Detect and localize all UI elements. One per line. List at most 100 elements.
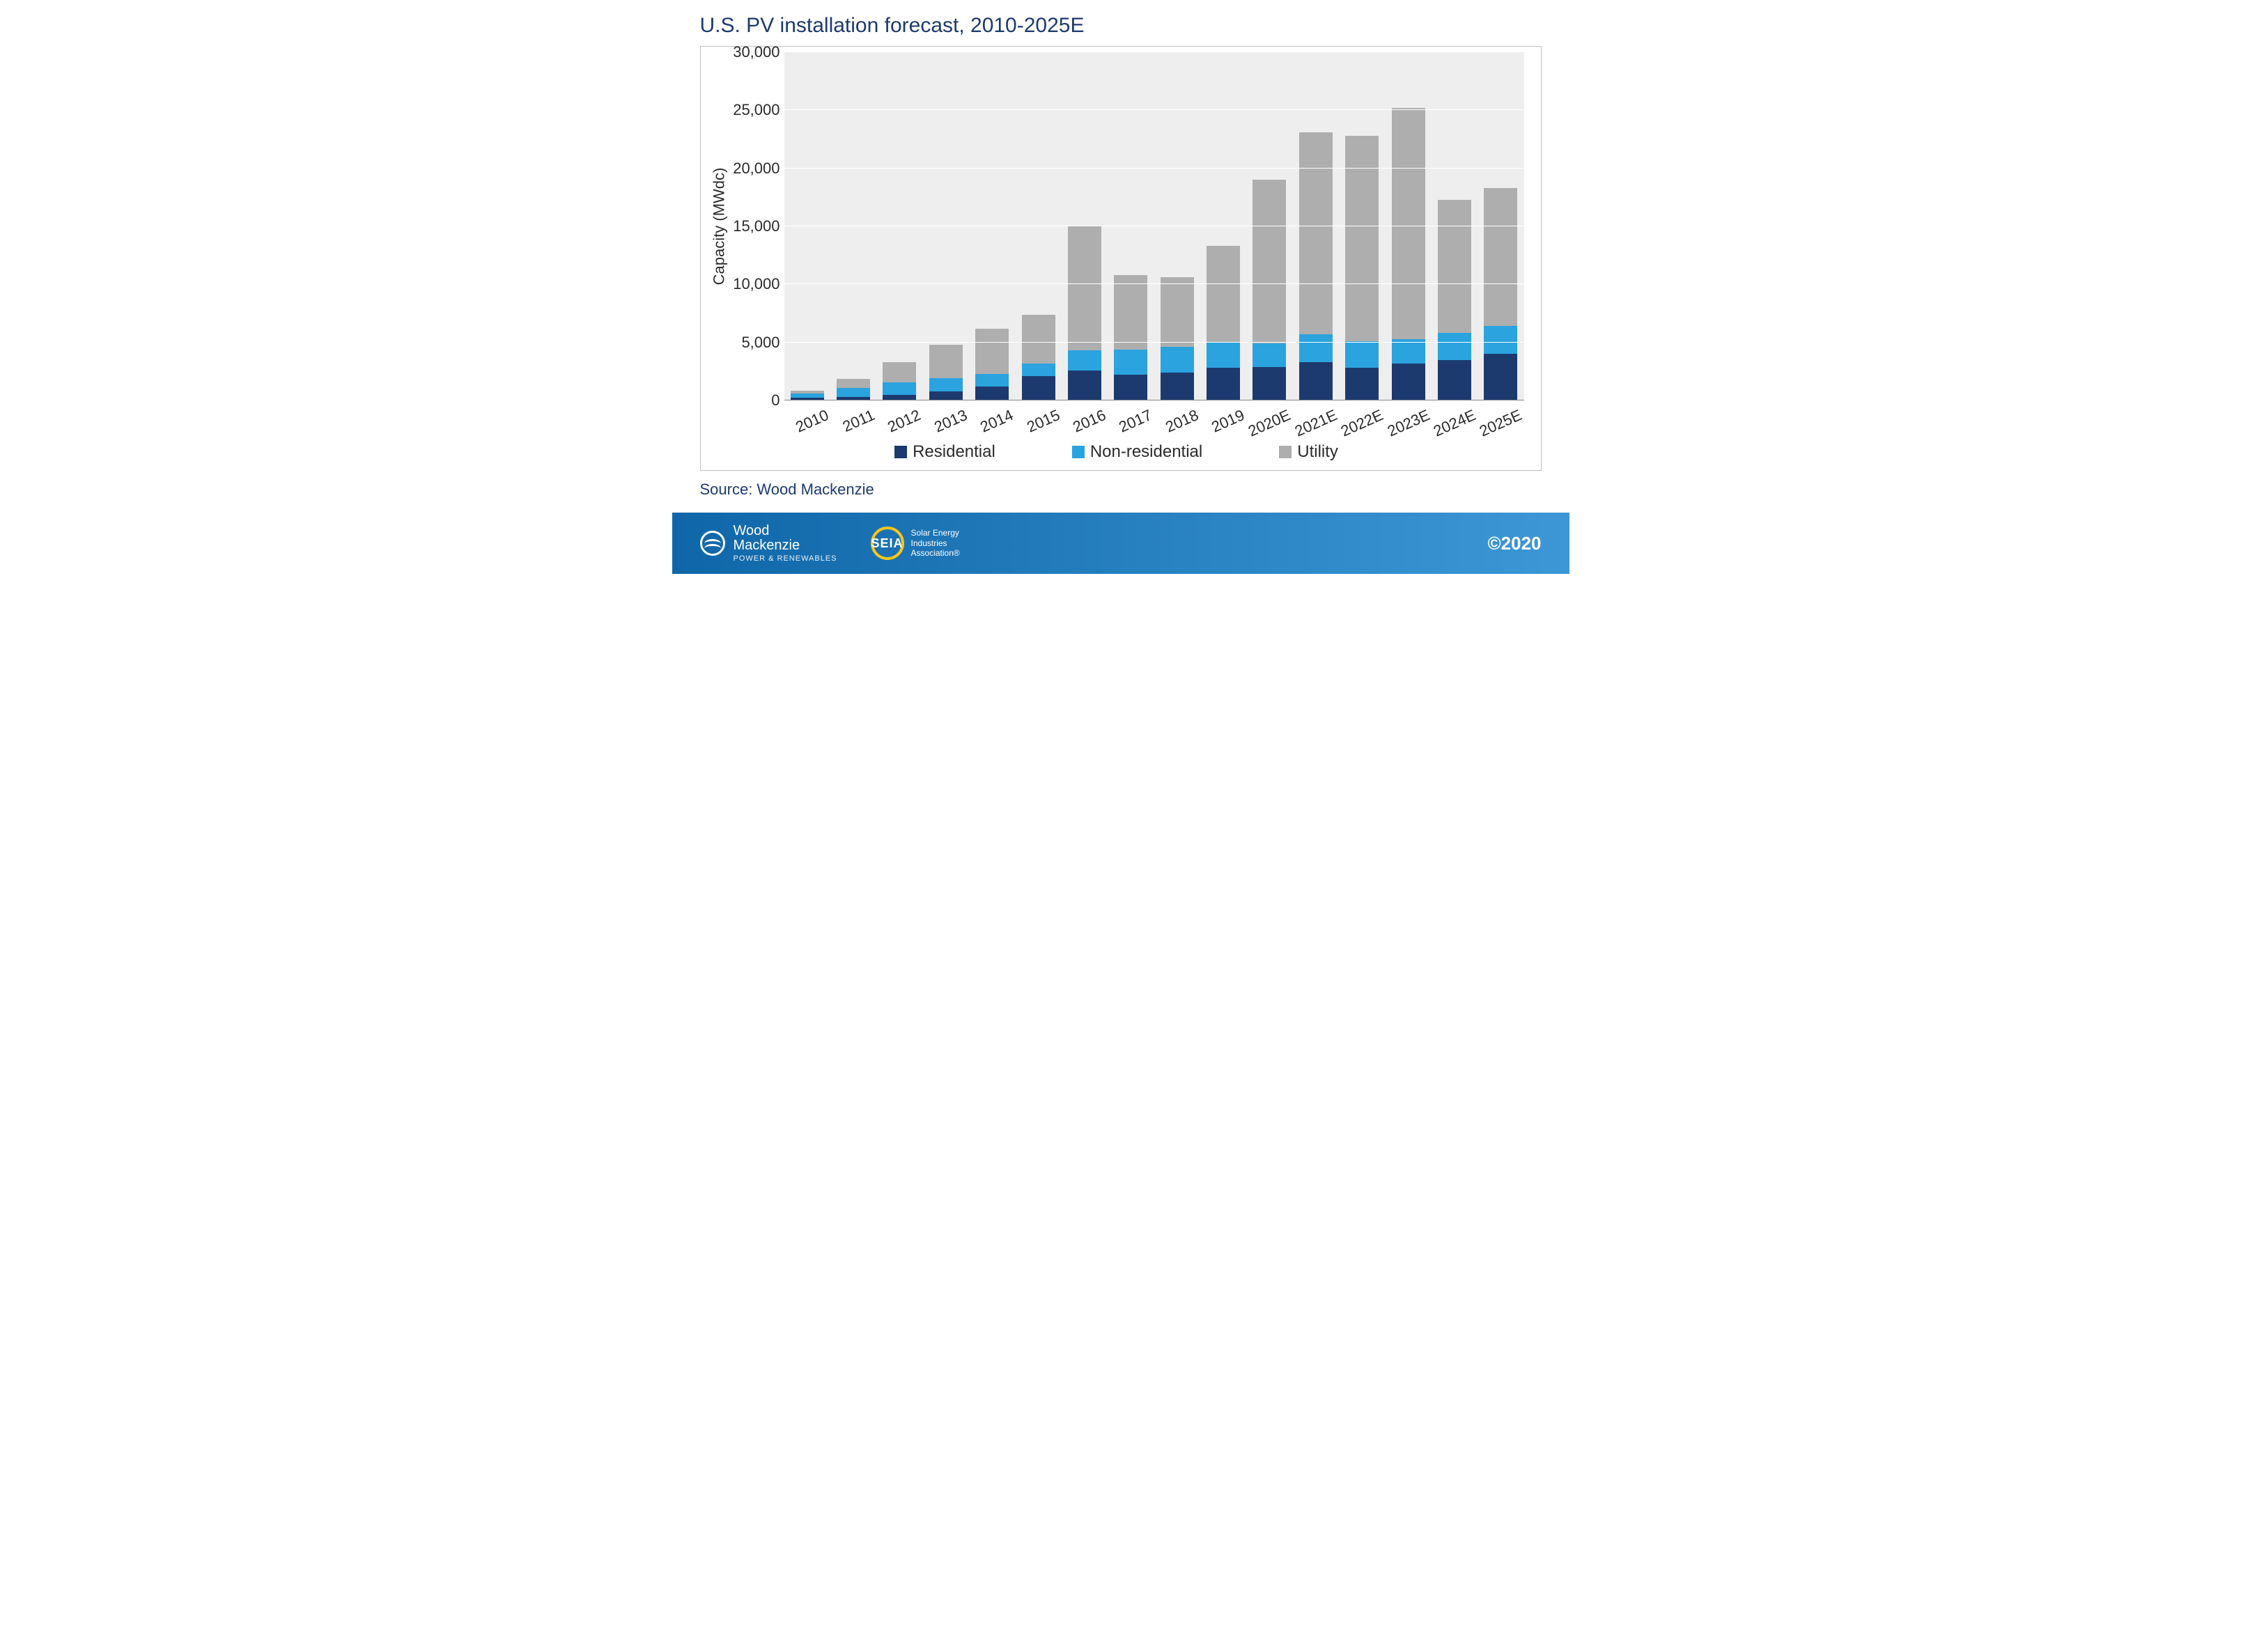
- copyright: ©2020: [1488, 533, 1542, 554]
- bar-segment: [1161, 277, 1194, 347]
- x-tick: 2021E: [1292, 406, 1340, 441]
- bar: [1161, 277, 1194, 400]
- bar-segment: [1253, 180, 1286, 343]
- y-tick: 25,000: [730, 101, 780, 119]
- wood-text-sub: POWER & RENEWABLES: [734, 554, 837, 563]
- x-tick: 2019: [1209, 406, 1247, 437]
- x-tick: 2024E: [1431, 406, 1479, 441]
- y-tick: 15,000: [730, 217, 780, 235]
- bar-segment: [837, 388, 870, 397]
- bar-segment: [975, 374, 1009, 387]
- x-tick: 2013: [931, 406, 970, 437]
- bar-segment: [1299, 132, 1333, 334]
- wood-mackenzie-logo: Wood Mackenzie POWER & RENEWABLES: [700, 524, 837, 563]
- bar-segment: [1484, 188, 1517, 326]
- bar-segment: [1022, 364, 1055, 376]
- bar: [1299, 132, 1333, 400]
- bar: [1068, 226, 1101, 400]
- bar-segment: [1022, 376, 1055, 400]
- y-tick: 20,000: [730, 159, 780, 178]
- bar: [883, 362, 916, 400]
- legend-label: Residential: [913, 442, 995, 462]
- bar-segment: [1299, 362, 1333, 400]
- bar-segment: [1253, 343, 1286, 366]
- bar-segment: [929, 378, 963, 391]
- source-label: Source: Wood Mackenzie: [672, 471, 1569, 513]
- legend-swatch: [894, 446, 907, 458]
- legend-item: Residential: [894, 442, 995, 462]
- grid-line: [784, 342, 1524, 343]
- x-tick: 2017: [1117, 406, 1155, 437]
- wood-text-line2: Mackenzie: [734, 538, 837, 553]
- bar-segment: [1114, 350, 1147, 375]
- seia-logo: SEIA Solar Energy Industries Association…: [871, 527, 960, 560]
- legend-item: Utility: [1279, 442, 1338, 462]
- bars-layer: [784, 52, 1524, 400]
- seia-text-1: Solar Energy: [911, 528, 960, 538]
- bar: [1022, 315, 1055, 400]
- x-tick: 2011: [840, 406, 878, 436]
- bar-segment: [1392, 339, 1425, 364]
- bar-segment: [929, 391, 963, 400]
- legend-swatch: [1279, 446, 1292, 458]
- y-tick: 0: [730, 391, 780, 410]
- ylabel-cell: Capacity (MWdc): [709, 52, 730, 400]
- x-tick: 2016: [1070, 406, 1108, 437]
- wood-text-line1: Wood: [734, 524, 837, 538]
- bar-segment: [1068, 226, 1101, 350]
- x-tick: 2012: [885, 406, 924, 437]
- x-tick: 2025E: [1477, 406, 1525, 441]
- bar-segment: [1392, 364, 1425, 400]
- x-tick: 2023E: [1384, 406, 1432, 441]
- bar-segment: [1068, 371, 1101, 400]
- bar-segment: [975, 329, 1009, 374]
- bar: [1484, 188, 1517, 400]
- legend-label: Non-residential: [1090, 442, 1202, 462]
- chart-title: U.S. PV installation forecast, 2010-2025…: [672, 0, 1569, 46]
- y-tick: 10,000: [730, 275, 780, 293]
- grid-line: [784, 168, 1524, 169]
- bar-segment: [883, 382, 916, 395]
- bar-segment: [837, 379, 870, 388]
- plot-cell: 05,00010,00015,00020,00025,00030,000: [730, 52, 1524, 400]
- bar-segment: [1345, 368, 1379, 400]
- x-tick: 2022E: [1338, 406, 1386, 441]
- bar-segment: [1484, 326, 1517, 354]
- x-tick: 2015: [1024, 406, 1062, 437]
- bar-segment: [1253, 367, 1286, 400]
- legend-item: Non-residential: [1072, 442, 1202, 462]
- bar: [837, 379, 870, 400]
- legend-swatch: [1072, 446, 1085, 458]
- legend: Residential Non-residential Utility: [709, 438, 1524, 465]
- legend-label: Utility: [1297, 442, 1338, 462]
- wood-mackenzie-text: Wood Mackenzie POWER & RENEWABLES: [734, 524, 837, 563]
- footer: Wood Mackenzie POWER & RENEWABLES SEIA S…: [672, 513, 1569, 574]
- wood-mackenzie-icon: [700, 531, 725, 556]
- seia-text: Solar Energy Industries Association®: [911, 528, 960, 558]
- bar-segment: [1207, 343, 1240, 368]
- bar: [975, 329, 1009, 400]
- bar-segment: [1484, 354, 1517, 400]
- bar: [1253, 180, 1286, 400]
- bar-segment: [1392, 108, 1425, 339]
- seia-mark: SEIA: [871, 536, 904, 551]
- bar: [1207, 246, 1240, 400]
- bar-segment: [1114, 375, 1147, 400]
- seia-text-3: Association®: [911, 548, 960, 558]
- bar: [1438, 200, 1471, 400]
- bar-segment: [1207, 246, 1240, 342]
- bar-segment: [1114, 275, 1147, 350]
- bar-segment: [1022, 315, 1055, 364]
- seia-icon: SEIA: [871, 527, 904, 560]
- y-tick: 30,000: [730, 43, 780, 61]
- y-tick: 5,000: [730, 334, 780, 352]
- bar: [791, 391, 824, 400]
- bar-segment: [1438, 200, 1471, 334]
- bar-segment: [1345, 341, 1379, 368]
- x-axis: 2010201120122013201420152016201720182019…: [784, 400, 1524, 438]
- seia-text-2: Industries: [911, 538, 960, 548]
- bar-segment: [883, 362, 916, 382]
- x-tick: 2010: [793, 406, 831, 437]
- bar-segment: [1438, 360, 1471, 400]
- grid-line: [784, 283, 1524, 284]
